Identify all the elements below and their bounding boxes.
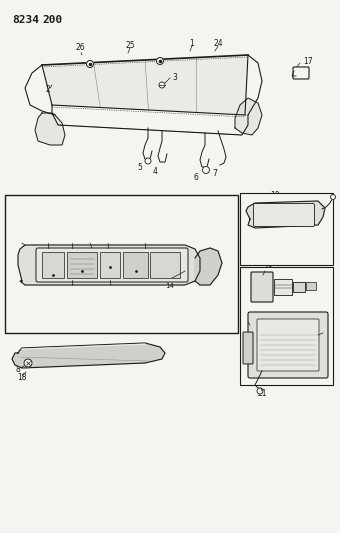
Text: 25: 25 [125, 41, 135, 50]
Text: 13: 13 [17, 236, 27, 245]
Text: 1: 1 [190, 38, 194, 47]
Text: 15: 15 [105, 282, 115, 292]
FancyBboxPatch shape [100, 252, 120, 278]
Text: 18: 18 [17, 374, 27, 383]
Polygon shape [35, 113, 65, 145]
Circle shape [159, 82, 165, 88]
FancyBboxPatch shape [254, 204, 314, 227]
Text: 5: 5 [138, 164, 142, 173]
Text: 4: 4 [153, 167, 157, 176]
Text: 10: 10 [67, 236, 77, 245]
Text: 11: 11 [85, 236, 95, 245]
Text: 17: 17 [303, 56, 313, 66]
Text: 22: 22 [241, 316, 251, 325]
Text: 3: 3 [173, 74, 177, 83]
Circle shape [257, 388, 263, 394]
Text: 7: 7 [212, 168, 218, 177]
Circle shape [86, 61, 94, 68]
FancyBboxPatch shape [150, 252, 180, 278]
FancyBboxPatch shape [240, 267, 333, 385]
FancyBboxPatch shape [42, 252, 64, 278]
Text: 26: 26 [75, 43, 85, 52]
Polygon shape [12, 343, 165, 368]
Text: 14: 14 [165, 283, 174, 289]
Polygon shape [246, 201, 325, 228]
Text: 12: 12 [43, 236, 53, 245]
FancyBboxPatch shape [257, 319, 319, 371]
Circle shape [203, 166, 209, 174]
Text: 21: 21 [257, 389, 267, 398]
Text: 7: 7 [105, 236, 111, 245]
FancyBboxPatch shape [306, 282, 316, 290]
Polygon shape [18, 245, 200, 285]
FancyBboxPatch shape [5, 195, 238, 333]
Polygon shape [235, 98, 262, 135]
Text: 24: 24 [213, 38, 223, 47]
Polygon shape [195, 248, 222, 285]
Text: 20: 20 [321, 328, 331, 337]
Text: 9: 9 [70, 282, 74, 292]
FancyBboxPatch shape [293, 67, 309, 79]
FancyBboxPatch shape [243, 332, 253, 364]
FancyBboxPatch shape [36, 248, 188, 282]
Circle shape [330, 195, 336, 199]
FancyBboxPatch shape [123, 252, 148, 278]
Circle shape [156, 58, 164, 64]
FancyBboxPatch shape [251, 272, 273, 302]
FancyBboxPatch shape [274, 279, 292, 295]
FancyBboxPatch shape [67, 252, 97, 278]
Text: 6: 6 [193, 174, 199, 182]
Circle shape [145, 158, 151, 164]
Circle shape [24, 359, 32, 367]
Text: 19: 19 [270, 191, 280, 200]
Text: 8234: 8234 [12, 15, 39, 25]
FancyBboxPatch shape [248, 312, 328, 378]
Text: 8: 8 [16, 366, 20, 375]
Text: 2: 2 [46, 85, 50, 94]
FancyBboxPatch shape [240, 193, 333, 265]
Text: 16: 16 [140, 236, 150, 245]
Text: 200: 200 [42, 15, 62, 25]
Polygon shape [42, 55, 248, 115]
Text: 23: 23 [263, 263, 273, 272]
FancyBboxPatch shape [293, 282, 305, 292]
